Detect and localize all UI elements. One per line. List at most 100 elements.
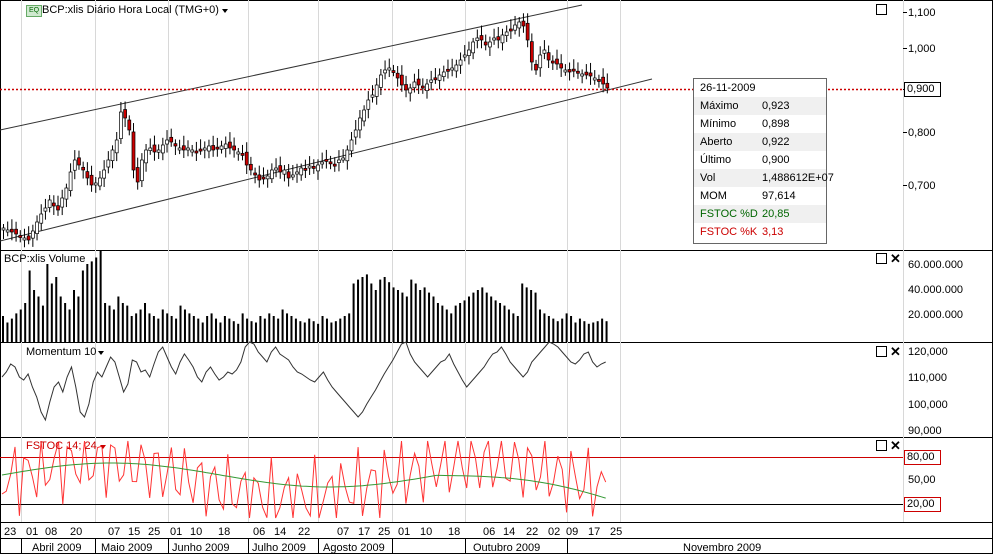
close-icon[interactable]: ✕ (890, 344, 901, 359)
volume-bar (339, 318, 342, 342)
candle-body (39, 213, 44, 224)
x-tick-day: 14 (503, 526, 516, 538)
candle-body (563, 69, 568, 73)
info-row: Último 0,900 (694, 151, 826, 169)
volume-bar (117, 296, 120, 342)
y-tick-label: 1,000 (908, 43, 936, 55)
volume-bar (583, 321, 586, 342)
volume-bar (357, 279, 360, 342)
volume-bar (401, 292, 404, 342)
x-tick-day: 25 (148, 526, 161, 538)
candle-body (286, 171, 291, 179)
volume-bar (472, 292, 475, 342)
volume-bar (64, 303, 67, 342)
candle-body (261, 176, 266, 180)
volume-bar (175, 318, 178, 342)
volume-bar (379, 279, 382, 342)
info-row: Máximo 0,923 (694, 97, 826, 115)
maximize-pane-icon[interactable] (876, 4, 887, 15)
chevron-down-icon[interactable] (98, 351, 104, 355)
volume-bar (361, 277, 364, 342)
info-value: 0,900 (762, 154, 790, 166)
info-value: 97,614 (762, 190, 796, 202)
volume-bar (139, 309, 142, 342)
candle-body (1, 227, 6, 231)
candle-body (119, 111, 123, 139)
info-row: FSTOC %K 3,13 (694, 223, 826, 241)
chevron-down-icon[interactable] (222, 9, 228, 13)
volume-bar (188, 313, 191, 342)
y-tick-label: 110,000 (908, 372, 947, 384)
volume-bar (192, 316, 195, 342)
candle-body (177, 147, 182, 151)
candle-body (475, 37, 480, 42)
candle-body (391, 70, 396, 73)
volume-bar (241, 313, 244, 342)
info-date-row: 26-11-2009 (694, 79, 826, 97)
volume-bar (179, 305, 182, 342)
y-tick-label: 90,000 (908, 425, 942, 437)
volume-bar (73, 290, 76, 342)
candle-body (429, 79, 434, 83)
candle-body (399, 74, 404, 86)
volume-bar (237, 323, 240, 342)
candle-body (240, 153, 245, 156)
maximize-pane-icon[interactable] (876, 440, 887, 451)
x-tick-day: 14 (274, 526, 287, 538)
volume-bar (348, 313, 351, 342)
candle-body (10, 228, 14, 233)
maximize-pane-icon[interactable] (876, 346, 887, 357)
volume-bar (112, 309, 115, 342)
volume-bar (503, 305, 506, 342)
volume-bar (574, 322, 577, 342)
volume-bar (516, 316, 519, 342)
candle-body (102, 169, 106, 179)
candle-body (446, 68, 450, 72)
volume-bar (90, 261, 93, 342)
close-icon[interactable]: ✕ (890, 438, 901, 453)
volume-bar (441, 305, 444, 342)
volume-bar (104, 303, 107, 342)
x-tick-day: 25 (610, 526, 623, 538)
volume-bar (321, 316, 324, 342)
candle-body (56, 205, 60, 211)
volume-bar (46, 264, 49, 342)
volume-bar (28, 270, 31, 342)
volume-bar (183, 309, 186, 342)
volume-bar (170, 316, 173, 342)
volume-bar (454, 305, 457, 342)
candle-body (160, 144, 165, 154)
volume-bar (197, 318, 200, 342)
info-row: FSTOC %D 20,85 (694, 205, 826, 223)
trend-channel-upper (0, 4, 583, 131)
x-tick-day: 23 (4, 526, 17, 538)
x-tick-month: Abril 2009 (32, 542, 82, 554)
candle-body (186, 147, 190, 151)
candle-body (85, 171, 90, 179)
volume-bar (19, 309, 22, 342)
candle-body (408, 87, 413, 94)
candle-body (374, 84, 379, 97)
y-tick-label: 60.000.000 (908, 259, 964, 271)
maximize-pane-icon[interactable] (876, 253, 887, 264)
volume-bar (499, 303, 502, 342)
close-icon[interactable]: ✕ (890, 251, 901, 266)
info-label: Mínimo (700, 118, 737, 130)
y-tick-label: 0,800 (908, 127, 936, 139)
volume-bar (68, 309, 71, 342)
volume-bar (10, 318, 13, 342)
info-value: 0,923 (762, 100, 790, 112)
candle-body (253, 172, 257, 176)
y-tick-label: 120,000 (908, 346, 948, 358)
candle-body (93, 182, 98, 186)
candle-body (433, 77, 438, 81)
candle-body (504, 31, 509, 36)
candle-body (211, 145, 216, 151)
volume-bar (41, 305, 44, 342)
volume-pane-title: BCP:xlis Volume (4, 253, 86, 265)
chevron-down-icon[interactable] (100, 445, 106, 449)
volume-bar (59, 296, 62, 342)
x-tick-day: 02 (548, 526, 561, 538)
